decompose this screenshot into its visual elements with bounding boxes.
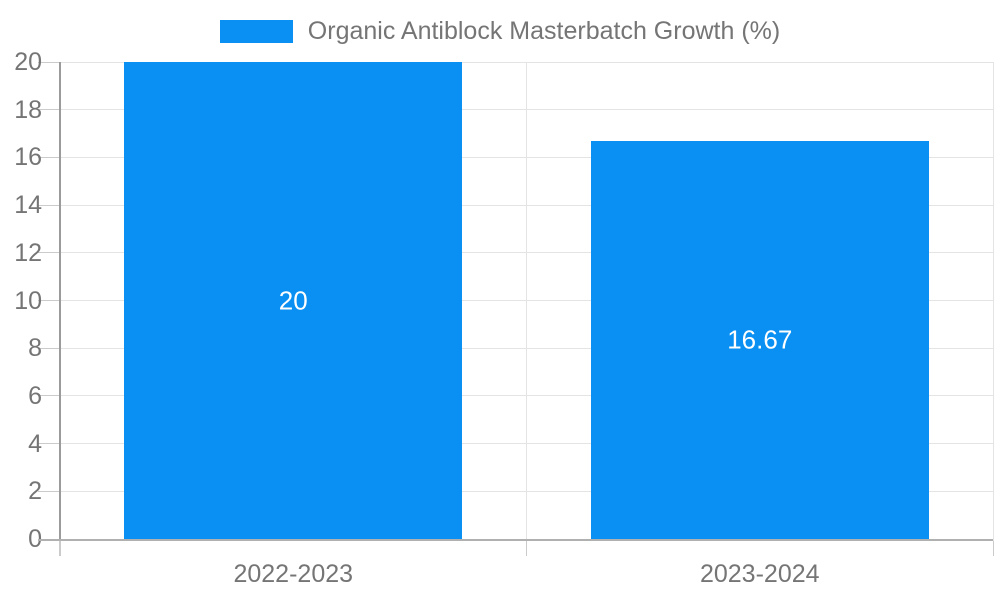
y-axis-tick-label: 8	[28, 334, 42, 363]
bar-value-label: 20	[278, 285, 308, 315]
y-axis-tick	[38, 347, 60, 349]
x-axis-tick	[992, 541, 994, 556]
bar-2022-2023[interactable]	[124, 62, 463, 539]
y-axis-tick-label: 0	[28, 525, 42, 553]
y-axis-tick	[38, 156, 60, 158]
legend: Organic Antiblock Masterbatch Growth (%)	[0, 17, 1000, 46]
y-axis-tick-label: 2	[28, 477, 42, 506]
y-axis-tick-label: 12	[14, 238, 42, 267]
y-axis-line	[59, 62, 61, 539]
gridline-vertical	[526, 62, 527, 556]
y-axis-tick	[38, 204, 60, 206]
x-axis-tick	[59, 541, 61, 556]
legend-label: Organic Antiblock Masterbatch Growth (%)	[307, 17, 781, 45]
y-axis-tick-label: 10	[14, 286, 42, 315]
y-axis-tick-label: 4	[28, 429, 42, 458]
y-axis-tick	[38, 395, 60, 397]
bar-value-label: 16.67	[727, 324, 793, 355]
y-axis-tick	[38, 252, 60, 254]
x-axis-category-label: 2022-2023	[233, 560, 354, 588]
x-axis-tick	[526, 541, 527, 556]
y-axis-tick	[38, 443, 60, 445]
y-axis-tick	[38, 490, 60, 492]
bar-2023-2024[interactable]	[590, 141, 929, 539]
y-axis-tick-label: 20	[14, 48, 42, 76]
gridline-vertical	[992, 62, 994, 556]
y-axis-tick	[38, 109, 60, 111]
y-axis-tick-label: 14	[14, 191, 42, 220]
y-axis-tick-label: 18	[14, 95, 42, 124]
y-axis-tick	[38, 61, 60, 63]
legend-swatch	[219, 20, 293, 43]
y-axis-tick-label: 6	[28, 381, 42, 410]
x-axis-category-label: 2023-2024	[699, 560, 820, 588]
y-axis-tick	[38, 300, 60, 301]
x-axis-line	[38, 539, 993, 541]
y-axis-tick-label: 16	[14, 143, 42, 172]
